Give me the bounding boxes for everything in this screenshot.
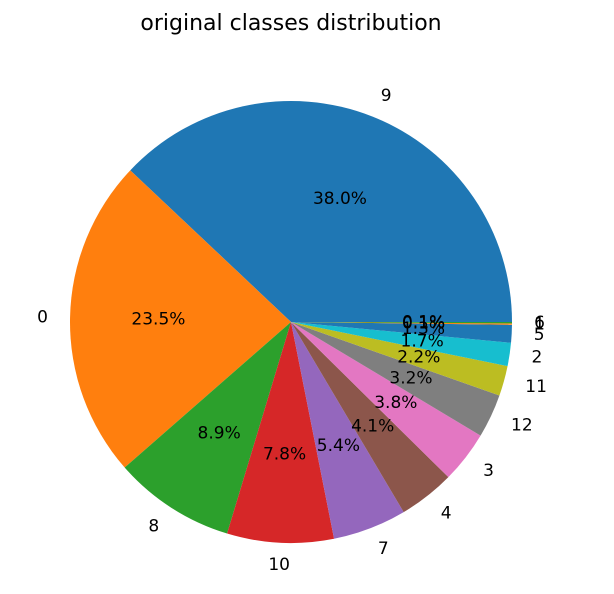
category-label-11: 11 bbox=[525, 377, 547, 397]
slices-layer bbox=[69, 100, 513, 543]
pie-slice-1 bbox=[291, 322, 512, 325]
category-label-9: 9 bbox=[381, 86, 392, 106]
pie-slice-4 bbox=[291, 322, 449, 513]
category-label-0: 0 bbox=[37, 307, 48, 327]
pie-slice-3 bbox=[291, 322, 481, 478]
pie-slice-7 bbox=[291, 322, 404, 539]
percent-label-1: 0.1% bbox=[402, 313, 445, 333]
percent-label-8: 8.9% bbox=[198, 423, 241, 443]
percent-label-11: 2.2% bbox=[397, 347, 440, 367]
category-label-5: 5 bbox=[534, 325, 545, 345]
pie-slice-6 bbox=[291, 322, 513, 324]
category-label-12: 12 bbox=[511, 415, 533, 435]
pie-slice-8 bbox=[124, 322, 291, 534]
category-label-7: 7 bbox=[378, 539, 389, 559]
pie-slice-0 bbox=[69, 170, 291, 468]
pie-slice-11 bbox=[291, 322, 508, 396]
percent-label-2: 1.7% bbox=[401, 331, 444, 351]
chart-title: original classes distribution bbox=[140, 11, 442, 36]
percent-label-3: 3.8% bbox=[374, 393, 417, 413]
category-label-10: 10 bbox=[268, 555, 290, 575]
category-label-2: 2 bbox=[531, 348, 542, 368]
percent-label-12: 3.2% bbox=[389, 368, 432, 388]
category-label-6: 6 bbox=[534, 313, 545, 333]
pie-slice-9 bbox=[130, 100, 512, 323]
percent-label-5: 1.3% bbox=[402, 319, 445, 339]
percent-label-9: 38.0% bbox=[313, 189, 367, 209]
percent-label-6: 0.1% bbox=[402, 312, 445, 332]
percent-label-10: 7.8% bbox=[263, 444, 306, 464]
percent-label-0: 23.5% bbox=[131, 310, 185, 330]
category-label-3: 3 bbox=[483, 461, 494, 481]
percent-label-7: 5.4% bbox=[317, 436, 360, 456]
category-label-8: 8 bbox=[148, 516, 159, 536]
labels-layer: 938.0%0 23.5%88.9%107.8%75.4%44.1%33.8%12… bbox=[37, 86, 547, 575]
pie-slice-2 bbox=[291, 322, 512, 367]
pie-slice-10 bbox=[227, 322, 335, 543]
pie-slice-5 bbox=[291, 322, 512, 343]
pie-slice-12 bbox=[291, 322, 500, 436]
percent-label-4: 4.1% bbox=[351, 416, 394, 436]
category-label-4: 4 bbox=[441, 503, 452, 523]
category-label-1: 1 bbox=[534, 314, 545, 334]
